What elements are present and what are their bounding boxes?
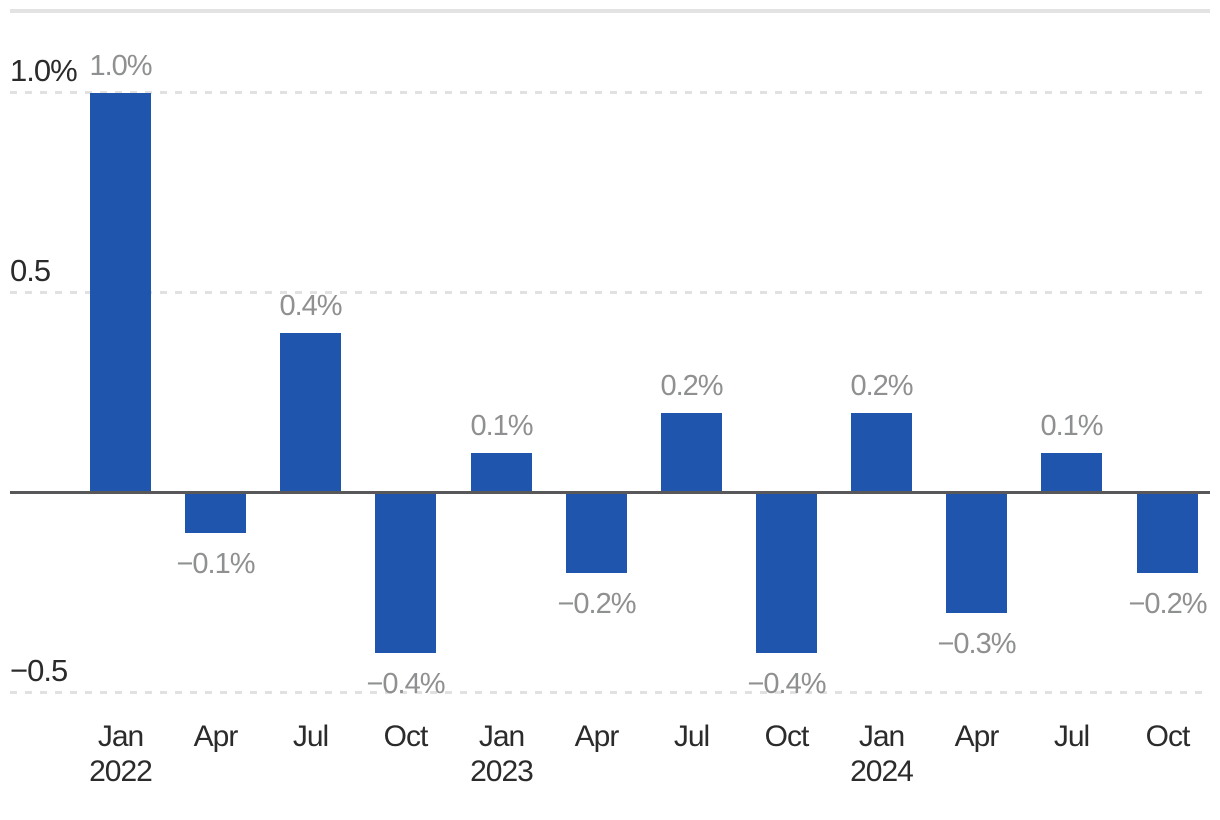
- x-tick-month: Jul: [1053, 720, 1090, 753]
- bar: [185, 493, 246, 533]
- bar-value-label: 0.1%: [1040, 410, 1103, 442]
- bar-value-label: −0.4%: [366, 668, 445, 700]
- bar: [375, 493, 436, 653]
- bar: [566, 493, 627, 573]
- x-tick-month: Oct: [764, 720, 810, 753]
- bar-value-label: −0.2%: [557, 588, 636, 620]
- x-tick-month: Apr: [954, 720, 1000, 753]
- bar-value-label: −0.1%: [176, 548, 255, 580]
- bar-value-label: −0.2%: [1128, 588, 1207, 620]
- bar: [1137, 493, 1198, 573]
- x-tick-year: 2022: [89, 755, 153, 788]
- y-tick-label: 1.0%: [10, 53, 78, 88]
- bar-value-label: −0.4%: [747, 668, 826, 700]
- bar: [851, 413, 912, 493]
- x-tick-month: Oct: [383, 720, 429, 753]
- gridline: [10, 91, 1210, 94]
- top-rule: [10, 9, 1210, 13]
- x-tick-month: Jan: [97, 720, 144, 753]
- bar: [1041, 453, 1102, 493]
- x-tick-month: Jan: [858, 720, 905, 753]
- zero-axis-line: [10, 491, 1210, 494]
- x-tick-year: 2023: [470, 755, 534, 788]
- x-tick-month: Oct: [1145, 720, 1191, 753]
- x-tick-month: Apr: [574, 720, 620, 753]
- bar: [280, 333, 341, 493]
- bar-value-label: 0.1%: [470, 410, 533, 442]
- gridline: [10, 691, 1210, 694]
- y-tick-label: 0.5: [10, 253, 51, 288]
- x-tick-month: Jul: [673, 720, 710, 753]
- bar: [756, 493, 817, 653]
- x-tick-month: Jul: [292, 720, 329, 753]
- y-tick-label: −0.5: [10, 653, 68, 688]
- bar-value-label: −0.3%: [937, 628, 1016, 660]
- bar-value-label: 0.2%: [660, 370, 723, 402]
- bar-value-label: 0.2%: [850, 370, 913, 402]
- bar: [471, 453, 532, 493]
- x-tick-month: Jan: [478, 720, 525, 753]
- bar-value-label: 1.0%: [89, 50, 152, 82]
- x-tick-year: 2024: [850, 755, 914, 788]
- bar: [90, 93, 151, 493]
- bar-value-label: 0.4%: [279, 290, 342, 322]
- bar: [946, 493, 1007, 613]
- x-tick-month: Apr: [193, 720, 239, 753]
- gridline: [10, 291, 1210, 294]
- bar: [661, 413, 722, 493]
